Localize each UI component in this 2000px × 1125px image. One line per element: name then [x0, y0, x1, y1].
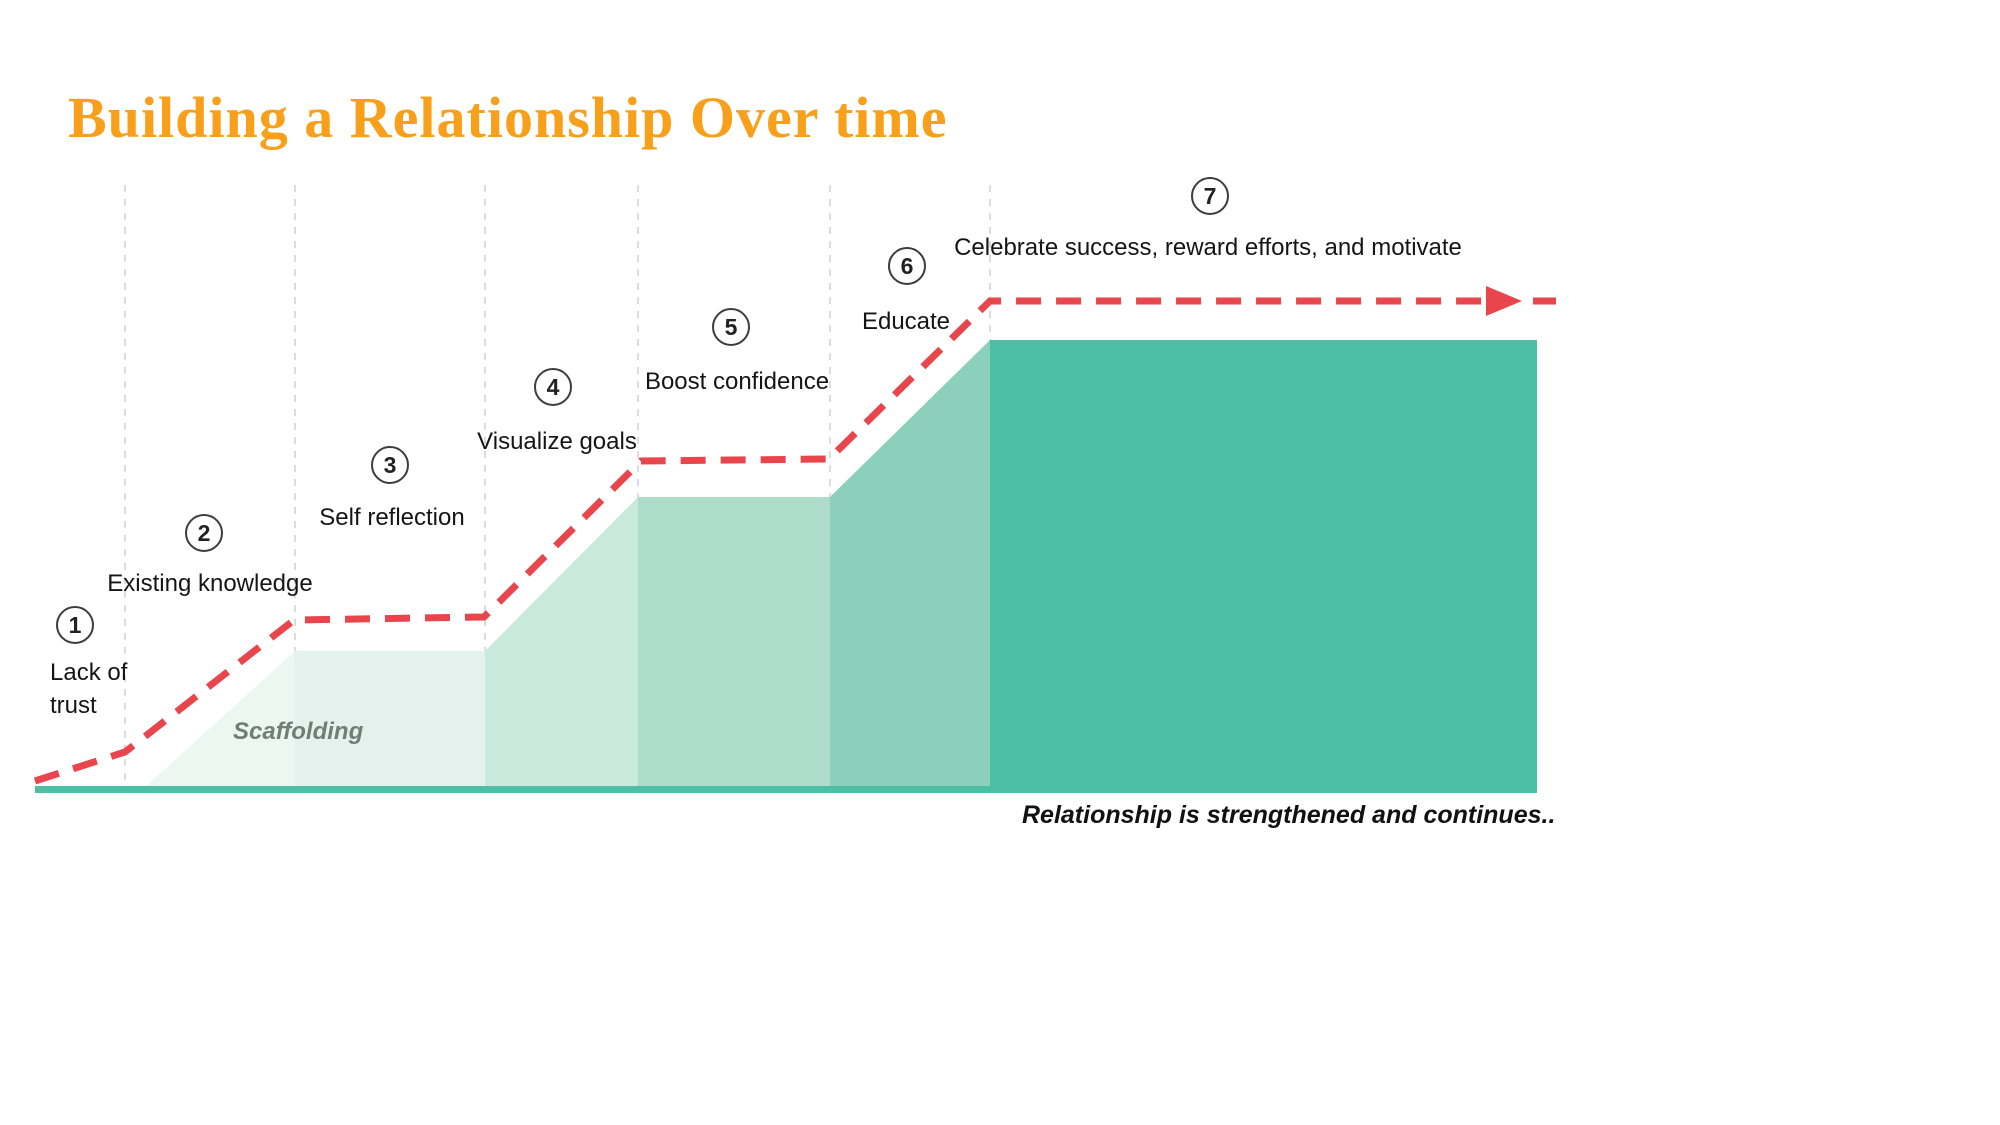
step-number-7: 7: [1203, 182, 1217, 209]
step-fill-5: [830, 340, 990, 789]
step-label-lack-of-trust: Lack of trust: [50, 659, 128, 719]
step-number-4: 4: [546, 373, 560, 400]
step-fill-2: [295, 651, 485, 789]
step-number-2: 2: [197, 519, 211, 546]
step-number-badge-4: 4: [534, 368, 572, 406]
step-number-badge-5: 5: [712, 308, 750, 346]
step-number-badge-6: 6: [888, 247, 926, 285]
step-fill-6: [990, 340, 1537, 789]
baseline-bar: [35, 786, 1537, 793]
step-label-existing-knowledge: Existing knowledge: [107, 570, 313, 597]
step-fill-4: [638, 497, 830, 789]
trend-dashed-line: [33, 297, 1487, 785]
scaffolding-annotation: Scaffolding: [233, 718, 364, 745]
step-number-badge-7: 7: [1191, 177, 1229, 215]
step-number-1: 1: [68, 611, 82, 638]
step-number-badge-2: 2: [185, 514, 223, 552]
footer-annotation: Relationship is strengthened and continu…: [1022, 801, 1556, 829]
step-label-celebrate-success: Celebrate success, reward efforts, and m…: [954, 234, 1462, 261]
step-number-6: 6: [900, 252, 914, 279]
step-label-visualize-goals: Visualize goals: [477, 428, 637, 455]
step-number-badge-3: 3: [371, 446, 409, 484]
trend-arrowhead-icon: [1486, 286, 1522, 316]
step-number-badge-1: 1: [56, 606, 94, 644]
page-title: Building a Relationship Over time: [68, 85, 948, 150]
step-number-5: 5: [724, 313, 738, 340]
step-number-3: 3: [383, 451, 397, 478]
step-label-boost-confidence: Boost confidence: [644, 368, 830, 395]
step-label-self-reflection: Self reflection: [319, 504, 465, 531]
step-fill-1: [143, 651, 295, 789]
step-fill-3: [485, 497, 638, 789]
step-label-educate: Educate: [861, 308, 951, 335]
